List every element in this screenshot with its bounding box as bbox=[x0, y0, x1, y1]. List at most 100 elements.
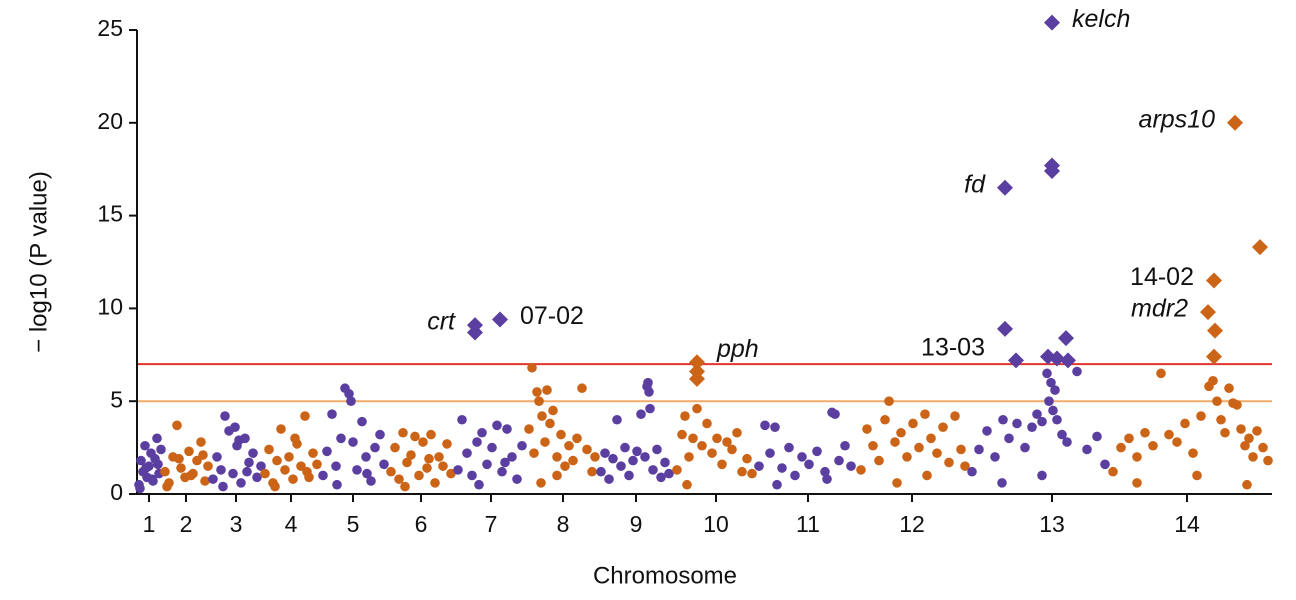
snp-dot bbox=[477, 427, 487, 438]
x-tick-label: 1 bbox=[143, 511, 156, 537]
snp-dot bbox=[216, 465, 226, 475]
snp-dot bbox=[998, 414, 1008, 425]
snp-dot bbox=[394, 474, 404, 484]
snp-dot bbox=[462, 448, 472, 458]
snp-dot bbox=[596, 466, 606, 477]
snp-dot bbox=[1057, 429, 1067, 440]
y-axis-label: − log10 (P value) bbox=[25, 171, 52, 353]
snp-dot bbox=[203, 461, 213, 471]
snp-dot bbox=[308, 448, 318, 458]
snp-dot bbox=[230, 422, 240, 432]
locus-diamond bbox=[1227, 114, 1243, 131]
snp-dot bbox=[797, 452, 807, 462]
snp-dot bbox=[727, 444, 737, 455]
snp-dot bbox=[331, 461, 341, 471]
snp-dot bbox=[960, 461, 970, 471]
snp-dot bbox=[1012, 418, 1022, 429]
snp-dot bbox=[424, 453, 434, 464]
locus-diamond bbox=[997, 320, 1013, 337]
snp-dot bbox=[375, 429, 385, 440]
x-tick-label: 4 bbox=[285, 511, 298, 537]
snp-dot bbox=[840, 440, 850, 451]
snp-dot bbox=[152, 433, 162, 444]
snp-dot bbox=[208, 474, 218, 484]
snp-dot bbox=[765, 448, 775, 458]
x-tick-label: 6 bbox=[415, 511, 428, 537]
snp-dot bbox=[1037, 470, 1047, 481]
snp-dot bbox=[616, 461, 626, 471]
x-tick-label: 7 bbox=[485, 511, 498, 537]
snp-dot bbox=[280, 465, 290, 475]
snp-dot bbox=[628, 455, 638, 466]
snp-dot bbox=[874, 455, 884, 466]
snp-dot bbox=[344, 388, 354, 399]
snp-dot bbox=[692, 403, 702, 414]
snp-dot bbox=[760, 420, 770, 431]
snp-dot bbox=[536, 478, 546, 488]
snp-dot bbox=[644, 387, 654, 397]
snp-dot bbox=[1062, 437, 1072, 447]
snp-dot bbox=[868, 440, 878, 451]
snp-dot bbox=[472, 437, 482, 447]
snp-dot bbox=[742, 453, 752, 464]
snp-dot bbox=[200, 476, 210, 486]
snp-dot bbox=[982, 426, 992, 436]
snp-dot bbox=[276, 424, 286, 434]
snp-dot bbox=[184, 446, 194, 457]
snp-dot bbox=[467, 470, 477, 481]
snp-dot bbox=[950, 411, 960, 421]
snp-dot bbox=[524, 424, 534, 434]
locus-diamond bbox=[1060, 352, 1076, 369]
locus-label: crt bbox=[427, 308, 456, 336]
snp-dot bbox=[997, 478, 1007, 488]
snp-dot bbox=[926, 433, 936, 444]
x-tick-label: 14 bbox=[1174, 511, 1200, 537]
snp-dot bbox=[548, 405, 558, 416]
locus-diamond bbox=[1206, 272, 1222, 289]
snp-dot bbox=[236, 478, 246, 488]
snp-dot bbox=[176, 463, 186, 473]
locus-diamond bbox=[1206, 348, 1222, 365]
snp-dot bbox=[884, 396, 894, 407]
snp-dot bbox=[532, 387, 542, 397]
snp-dot bbox=[830, 409, 840, 419]
snp-dot bbox=[556, 429, 566, 440]
snp-dot bbox=[804, 459, 814, 470]
snp-dot bbox=[677, 429, 687, 440]
snp-dot bbox=[572, 433, 582, 444]
snp-dot bbox=[348, 437, 358, 447]
locus-label: 07-02 bbox=[520, 302, 584, 330]
snp-dot bbox=[707, 448, 717, 458]
snp-dot bbox=[990, 452, 1000, 462]
snp-dot bbox=[426, 429, 436, 440]
locus-diamond bbox=[1049, 350, 1065, 367]
snp-dot bbox=[862, 424, 872, 434]
snp-dot bbox=[370, 442, 380, 453]
snp-dot bbox=[502, 424, 512, 434]
x-tick-label: 9 bbox=[630, 511, 643, 537]
snp-dot bbox=[656, 472, 666, 483]
snp-dot bbox=[672, 465, 682, 475]
snp-dot bbox=[414, 470, 424, 481]
snp-dot bbox=[587, 466, 597, 477]
locus-diamond bbox=[997, 179, 1013, 196]
snp-dot bbox=[568, 455, 578, 466]
snp-dot bbox=[312, 459, 322, 470]
snp-dot bbox=[914, 442, 924, 453]
snp-dot bbox=[1248, 452, 1258, 462]
snp-dot bbox=[492, 420, 502, 431]
snp-dot bbox=[1252, 426, 1262, 436]
snp-dot bbox=[652, 444, 662, 455]
snp-dot bbox=[361, 452, 371, 462]
snp-dot bbox=[244, 457, 254, 468]
snp-dot bbox=[1108, 466, 1118, 477]
snp-dot bbox=[1100, 459, 1110, 470]
snp-dot bbox=[288, 474, 298, 484]
snp-dot bbox=[564, 440, 574, 451]
snp-dot bbox=[712, 433, 722, 444]
y-tick-label: 15 bbox=[97, 201, 123, 227]
snp-dot bbox=[442, 439, 452, 449]
snp-dot bbox=[702, 418, 712, 429]
locus-diamond bbox=[1058, 330, 1074, 347]
snp-dot bbox=[1148, 440, 1158, 451]
